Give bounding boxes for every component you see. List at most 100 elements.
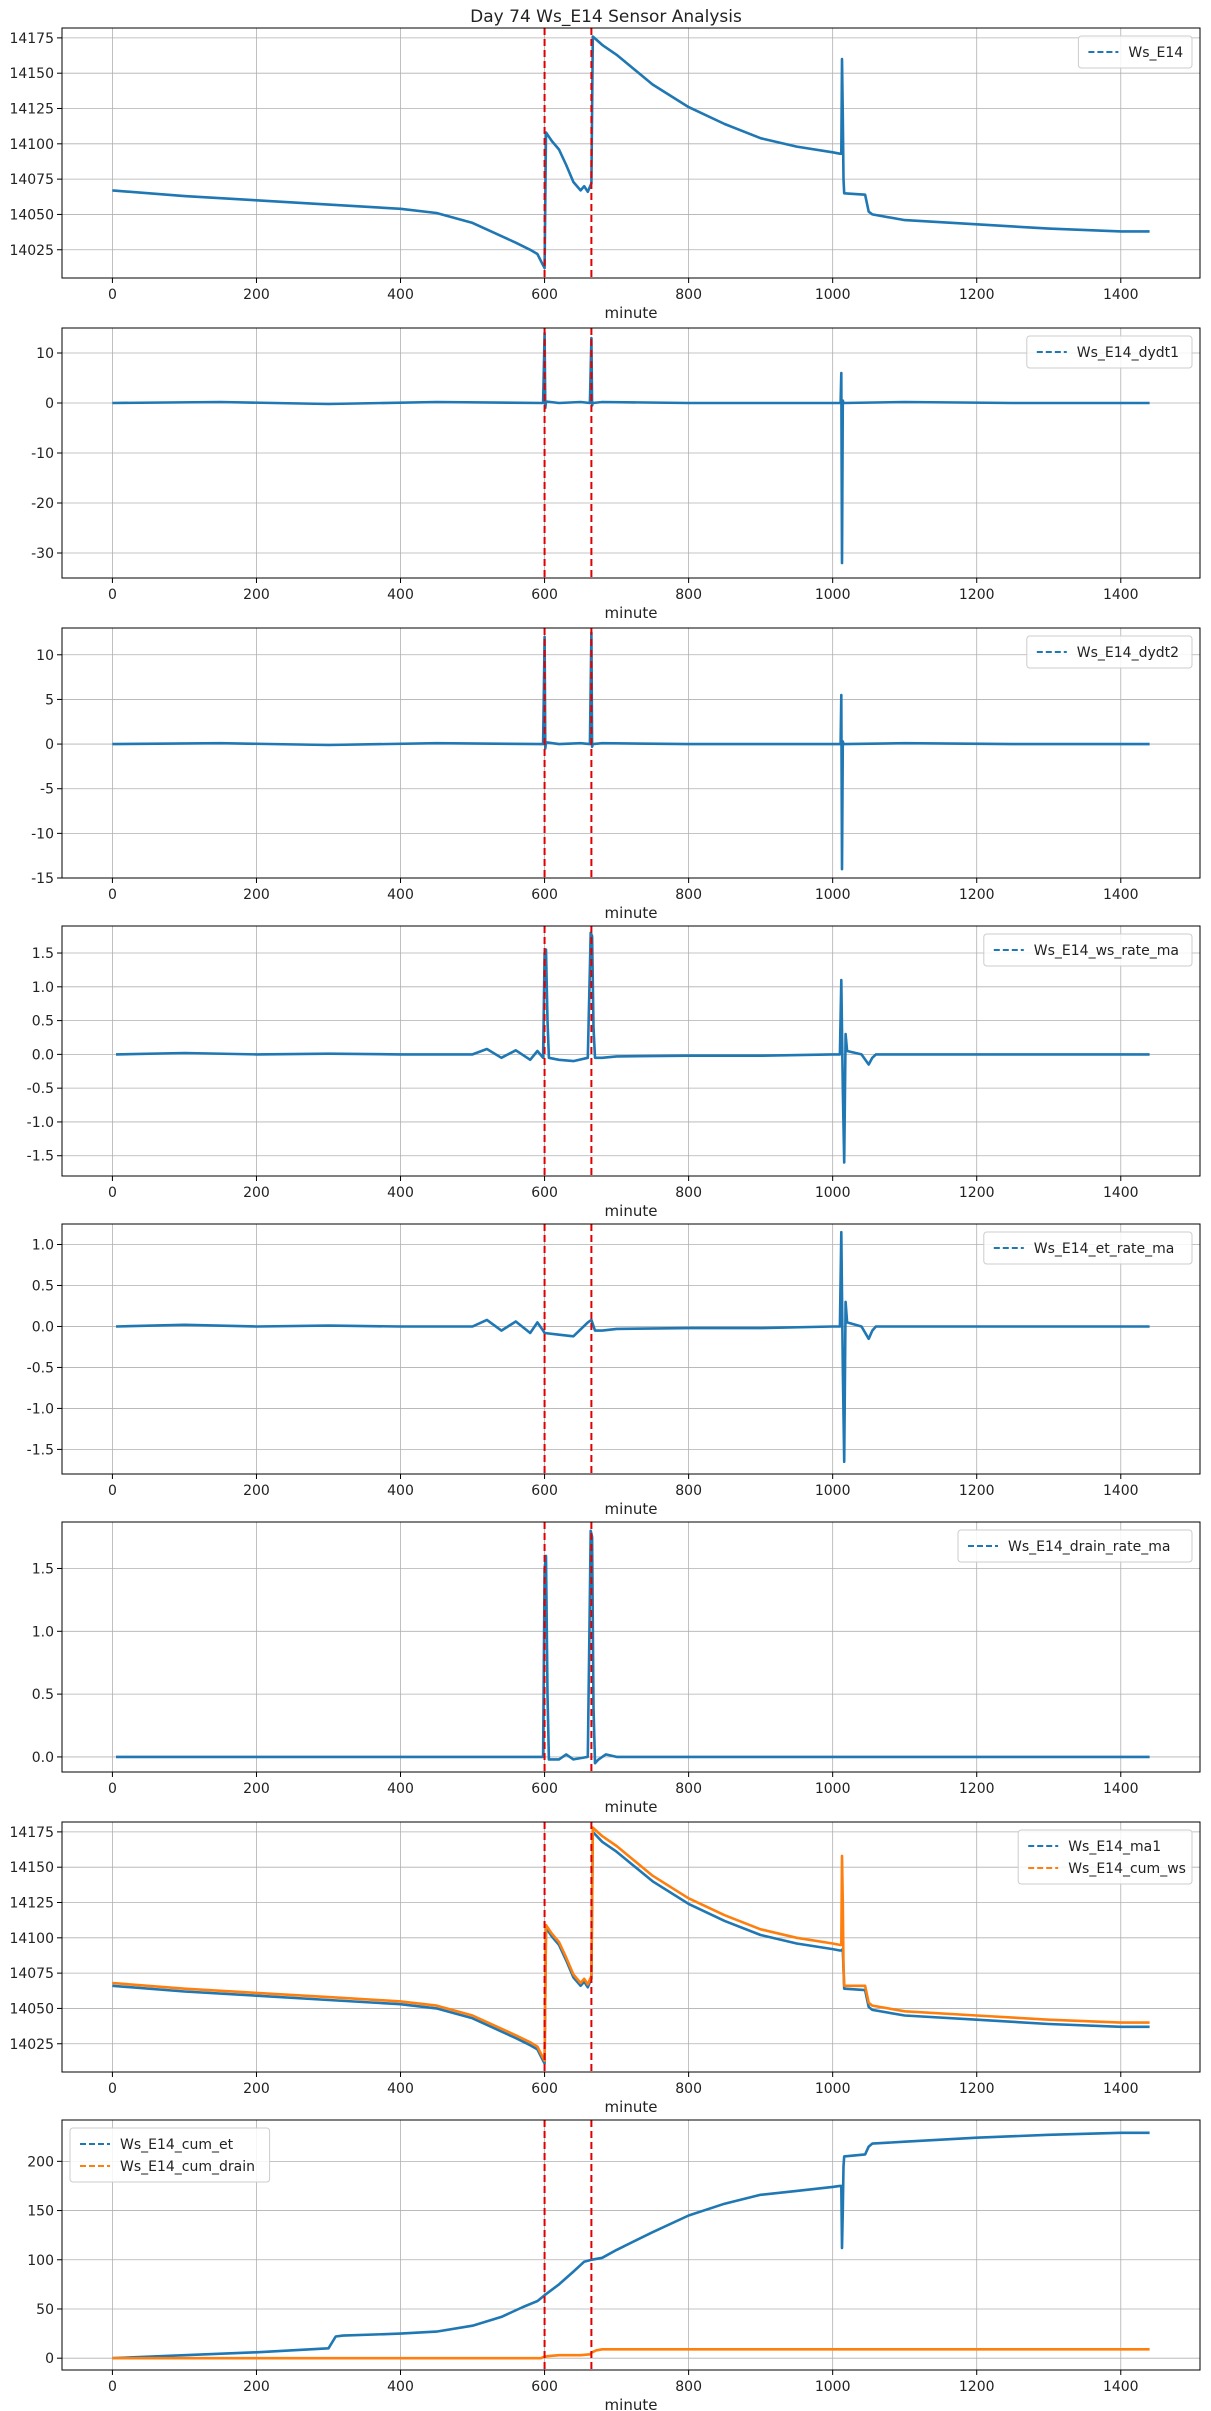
y-tick-label: 14100	[9, 137, 54, 153]
x-tick-label: 600	[531, 1483, 558, 1499]
x-tick-label: 800	[675, 2081, 702, 2097]
legend-box	[983, 1231, 1193, 1265]
y-tick-label: 1.5	[32, 1561, 54, 1577]
x-tick-label: 1400	[1103, 2379, 1139, 2395]
series-line-Ws_E14_ws_rate_ma	[115, 931, 1150, 1164]
series-line-Ws_E14_cum_ws	[112, 1826, 1150, 2062]
x-tick-label: 1400	[1103, 1185, 1139, 1201]
x-tick-label: 200	[243, 2379, 270, 2395]
legend: Ws_E14_cum_et Ws_E14_cum_drain	[69, 2127, 271, 2183]
x-tick-label: 0	[108, 1781, 117, 1797]
legend: Ws_E14_dydt1	[1026, 335, 1193, 369]
x-tick-label: 0	[108, 587, 117, 603]
y-tick-label: 14125	[9, 1896, 54, 1912]
x-axis-label: minute	[605, 604, 658, 622]
x-tick-label: 0	[108, 287, 117, 303]
y-tick-label: 14050	[9, 2001, 54, 2017]
y-tick-label: 0.0	[32, 1319, 54, 1335]
y-tick-label: -5	[40, 782, 54, 798]
figure-title: Day 74 Ws_E14 Sensor Analysis	[470, 7, 742, 27]
legend-label: Ws_E14_cum_drain	[120, 2159, 255, 2175]
legend: Ws_E14_dydt2	[1026, 635, 1193, 669]
x-tick-label: 400	[387, 587, 414, 603]
axes-frame	[61, 27, 1201, 279]
x-tick-label: 1200	[959, 2379, 995, 2395]
legend: Ws_E14_et_rate_ma	[983, 1231, 1193, 1265]
y-tick-label: 1.0	[32, 1237, 54, 1253]
series-line-Ws_E14_cum_et	[112, 2131, 1150, 2360]
x-tick-label: 800	[675, 587, 702, 603]
legend: Ws_E14	[1077, 35, 1193, 69]
x-tick-label: 200	[243, 1483, 270, 1499]
x-tick-label: 600	[531, 1781, 558, 1797]
y-tick-label: 0.0	[32, 1750, 54, 1766]
axes-frame	[61, 925, 1201, 1177]
x-tick-label: 800	[675, 1185, 702, 1201]
x-tick-label: 800	[675, 1483, 702, 1499]
x-tick-label: 1200	[959, 887, 995, 903]
x-tick-label: 1200	[959, 2081, 995, 2097]
y-tick-label: -10	[31, 826, 54, 842]
legend-box	[983, 933, 1193, 967]
x-tick-label: 200	[243, 1781, 270, 1797]
y-tick-label: -1.5	[27, 1149, 54, 1165]
x-axis-label: minute	[605, 904, 658, 922]
x-tick-label: 200	[243, 1185, 270, 1201]
series-line-Ws_E14	[112, 35, 1150, 270]
axes-frame	[61, 1821, 1201, 2073]
y-tick-label: 14025	[9, 243, 54, 259]
legend-box	[1026, 635, 1193, 669]
y-tick-label: 0	[45, 737, 54, 753]
legend-box	[69, 2127, 271, 2183]
x-axis-label: minute	[605, 2396, 658, 2411]
x-tick-label: 400	[387, 1483, 414, 1499]
x-tick-label: 0	[108, 2081, 117, 2097]
x-tick-label: 1400	[1103, 587, 1139, 603]
x-tick-label: 800	[675, 287, 702, 303]
y-tick-label: -20	[31, 496, 54, 512]
x-tick-label: 1000	[815, 2379, 851, 2395]
y-tick-label: 1.0	[32, 1624, 54, 1640]
x-tick-label: 400	[387, 287, 414, 303]
x-axis-label: minute	[605, 2098, 658, 2116]
y-tick-label: 0.0	[32, 1047, 54, 1063]
legend: Ws_E14_ma1 Ws_E14_cum_ws	[1017, 1829, 1193, 1885]
series-line-Ws_E14_dydt1	[112, 331, 1150, 565]
y-tick-label: 10	[36, 346, 54, 362]
y-tick-label: 100	[27, 2253, 54, 2269]
y-tick-label: 14150	[9, 1860, 54, 1876]
y-tick-label: 1.5	[32, 946, 54, 962]
y-tick-label: 14075	[9, 1966, 54, 1982]
x-tick-label: 800	[675, 887, 702, 903]
x-tick-label: 600	[531, 2081, 558, 2097]
x-axis-label: minute	[605, 1202, 658, 1220]
x-tick-label: 1000	[815, 287, 851, 303]
y-tick-label: -1.0	[27, 1115, 54, 1131]
x-tick-label: 400	[387, 1781, 414, 1797]
x-tick-label: 0	[108, 1483, 117, 1499]
legend: Ws_E14_ws_rate_ma	[983, 933, 1193, 967]
legend-box	[1017, 1829, 1193, 1885]
legend-label: Ws_E14	[1128, 45, 1183, 61]
x-tick-label: 400	[387, 1185, 414, 1201]
y-tick-label: 14125	[9, 102, 54, 118]
x-tick-label: 800	[675, 1781, 702, 1797]
axes-frame	[61, 1223, 1201, 1475]
series-line-Ws_E14_cum_drain	[112, 2348, 1150, 2360]
legend-box	[1026, 335, 1193, 369]
x-tick-label: 1200	[959, 1483, 995, 1499]
legend-box	[1077, 35, 1193, 69]
x-tick-label: 600	[531, 2379, 558, 2395]
legend-label: Ws_E14_et_rate_ma	[1034, 1241, 1175, 1257]
x-tick-label: 600	[531, 587, 558, 603]
axes-frame	[61, 627, 1201, 879]
chart-panel-4: 0 200 400 600 800 1000 1200 1400 -1.5 -1.0 -0.5 0.0…	[27, 925, 1201, 1220]
y-tick-label: 14050	[9, 207, 54, 223]
x-tick-label: 400	[387, 2081, 414, 2097]
y-tick-label: 0.5	[32, 1687, 54, 1703]
legend-label: Ws_E14_ws_rate_ma	[1034, 943, 1179, 959]
y-tick-label: 0.5	[32, 1278, 54, 1294]
y-tick-label: 14175	[9, 1825, 54, 1841]
series-line-Ws_E14_et_rate_ma	[115, 1230, 1150, 1463]
y-tick-label: 10	[36, 648, 54, 664]
